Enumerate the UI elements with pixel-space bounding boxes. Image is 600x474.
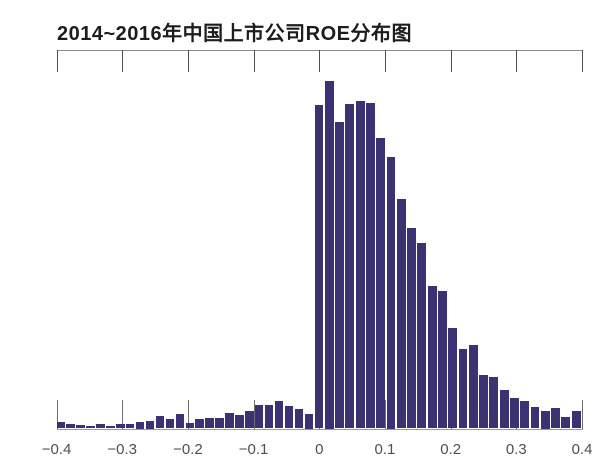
histogram-bar bbox=[376, 138, 386, 429]
x-axis-tick bbox=[253, 400, 255, 429]
histogram-bar bbox=[314, 105, 324, 429]
histogram-bar bbox=[427, 285, 437, 429]
histogram-bar bbox=[448, 328, 458, 429]
histogram-bar bbox=[509, 398, 519, 429]
histogram-bar bbox=[96, 424, 105, 429]
histogram-bar bbox=[66, 424, 75, 429]
x-axis-baseline bbox=[56, 428, 583, 430]
x-axis-tick bbox=[56, 400, 58, 429]
histogram-bar bbox=[458, 349, 468, 429]
histogram-bar bbox=[530, 406, 540, 429]
x-axis-tick-label: −0.2 bbox=[173, 441, 203, 458]
histogram-bar bbox=[499, 390, 509, 429]
chart-title: 2014~2016年中国上市公司ROE分布图 bbox=[57, 23, 413, 45]
histogram-bar bbox=[116, 424, 125, 429]
histogram-bar bbox=[135, 422, 145, 429]
histogram-bar bbox=[56, 421, 66, 429]
histogram-bar bbox=[386, 156, 396, 429]
histogram-bar bbox=[489, 377, 499, 429]
histogram-bar bbox=[86, 426, 95, 429]
histogram-bar bbox=[76, 424, 85, 429]
top-axis-tick bbox=[582, 50, 583, 72]
x-axis-tick-label: −0.4 bbox=[41, 441, 72, 458]
histogram-bar bbox=[205, 418, 214, 429]
histogram-bar bbox=[479, 374, 488, 429]
x-axis-tick-label: 0.2 bbox=[440, 441, 462, 458]
x-axis-tick bbox=[384, 400, 386, 429]
histogram-bar bbox=[468, 345, 478, 429]
top-axis-tick bbox=[516, 50, 518, 72]
top-axis-tick bbox=[319, 50, 321, 72]
histogram-bar bbox=[335, 122, 344, 429]
top-axis-tick bbox=[253, 50, 255, 72]
histogram-bar bbox=[551, 408, 560, 429]
histogram-bar bbox=[225, 412, 234, 429]
x-axis-tick bbox=[582, 400, 583, 429]
histogram-bar bbox=[304, 414, 314, 429]
histogram-bar bbox=[365, 103, 375, 429]
x-axis-tick bbox=[122, 400, 124, 429]
histogram-bar bbox=[407, 227, 416, 429]
histogram-bar bbox=[396, 199, 406, 429]
histogram-bar bbox=[355, 101, 365, 429]
top-axis-tick bbox=[450, 50, 452, 72]
top-axis-tick bbox=[122, 50, 124, 72]
histogram-bar bbox=[274, 401, 284, 429]
histogram-bar bbox=[540, 411, 550, 429]
x-axis-tick-label: −0.1 bbox=[238, 441, 269, 458]
histogram-bar bbox=[245, 411, 254, 429]
histogram-bar bbox=[520, 401, 530, 429]
histogram-bar bbox=[106, 425, 115, 429]
histogram-bar bbox=[155, 415, 165, 429]
histogram-bar bbox=[145, 420, 155, 429]
histogram-bar bbox=[284, 405, 294, 429]
top-axis-tick bbox=[56, 50, 58, 72]
x-axis-tick-label: 0.1 bbox=[374, 441, 396, 458]
top-axis-tick bbox=[384, 50, 386, 72]
x-axis-tick-label: 0.4 bbox=[571, 441, 593, 458]
histogram-bar bbox=[175, 413, 185, 429]
histogram-bar bbox=[165, 419, 175, 429]
histogram-bar bbox=[125, 424, 135, 429]
x-axis-tick-label: 0 bbox=[315, 441, 324, 458]
histogram-bar bbox=[235, 414, 244, 429]
histogram-bar bbox=[324, 81, 334, 429]
histogram-bar bbox=[417, 243, 427, 429]
histogram-bar bbox=[345, 103, 355, 429]
histogram-bar bbox=[185, 422, 195, 429]
top-axis-tick bbox=[187, 50, 189, 72]
histogram-bar bbox=[294, 409, 304, 429]
x-axis-tick-label: 0.3 bbox=[505, 441, 527, 458]
histogram-bar bbox=[254, 404, 264, 429]
histogram-bar bbox=[264, 404, 274, 429]
x-axis-tick-label: −0.3 bbox=[107, 441, 137, 458]
histogram-bar bbox=[437, 291, 447, 429]
histogram-bar bbox=[215, 418, 224, 429]
histogram-bar bbox=[571, 411, 581, 429]
x-axis-tick bbox=[187, 400, 189, 429]
histogram-bar bbox=[561, 417, 571, 429]
histogram-bar bbox=[195, 419, 204, 429]
